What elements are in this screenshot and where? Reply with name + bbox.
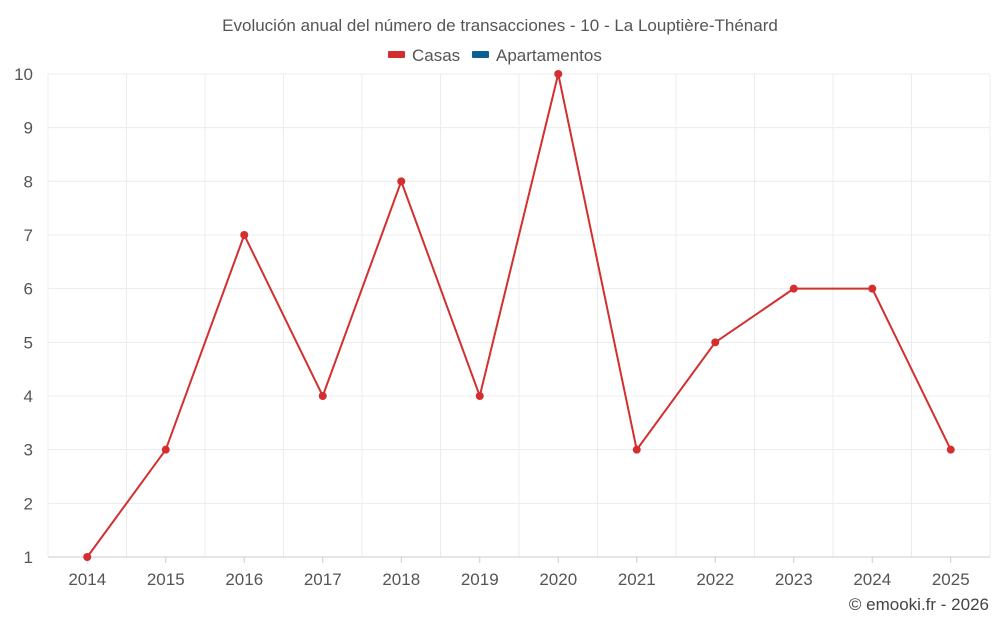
data-point[interactable]	[397, 177, 406, 186]
data-point[interactable]	[868, 284, 877, 293]
legend-label-casas: Casas	[412, 46, 460, 65]
legend-item-apartamentos[interactable]: Apartamentos	[472, 46, 602, 65]
x-tick-label: 2022	[696, 570, 734, 589]
y-tick-label: 8	[24, 172, 33, 191]
y-tick-label: 9	[24, 119, 33, 138]
grid	[47, 73, 991, 558]
data-point[interactable]	[475, 392, 484, 400]
legend-label-apartamentos: Apartamentos	[496, 46, 602, 65]
legend-item-casas[interactable]: Casas	[388, 46, 460, 65]
x-tick-label: 2018	[382, 570, 420, 589]
x-tick-label: 2019	[461, 570, 499, 589]
legend-swatch-casas	[388, 51, 405, 58]
y-tick-label: 5	[24, 333, 33, 352]
y-tick-label: 4	[24, 387, 33, 406]
y-tick-label: 7	[24, 226, 33, 245]
data-point[interactable]	[789, 284, 798, 293]
data-point[interactable]	[240, 231, 249, 239]
data-point[interactable]	[946, 445, 955, 454]
legend-swatch-apartamentos	[472, 51, 489, 58]
y-tick-label: 1	[24, 548, 33, 567]
x-tick-label: 2016	[225, 570, 263, 589]
x-tick-label: 2020	[539, 570, 577, 589]
y-tick-label: 10	[14, 65, 33, 84]
x-tick-label: 2025	[932, 570, 970, 589]
x-tick-label: 2023	[775, 570, 813, 589]
y-tick-label: 2	[24, 494, 33, 513]
x-tick-label: 2014	[68, 570, 106, 589]
x-tick-label: 2024	[853, 570, 891, 589]
data-point[interactable]	[318, 392, 327, 400]
credit-text: © emooki.fr - 2026	[849, 595, 989, 614]
series-line	[86, 73, 952, 558]
data-point[interactable]	[83, 553, 92, 561]
legend: Casas Apartamentos	[388, 46, 602, 65]
x-tick-label: 2021	[618, 570, 656, 589]
chart-title: Evolución anual del número de transaccio…	[222, 16, 778, 35]
data-point[interactable]	[711, 338, 720, 347]
y-tick-label: 3	[24, 441, 33, 460]
axes: 1 2 3 4 5 6 7 8 9 10 2014 2015 2016 2017 2018 2019 2020 2…	[14, 65, 990, 589]
data-point[interactable]	[632, 445, 641, 454]
x-tick-label: 2017	[304, 570, 342, 589]
y-tick-label: 6	[24, 280, 33, 299]
x-tick-label: 2015	[147, 570, 185, 589]
data-point[interactable]	[554, 70, 563, 78]
series-casas	[83, 70, 955, 561]
data-point[interactable]	[161, 445, 170, 454]
